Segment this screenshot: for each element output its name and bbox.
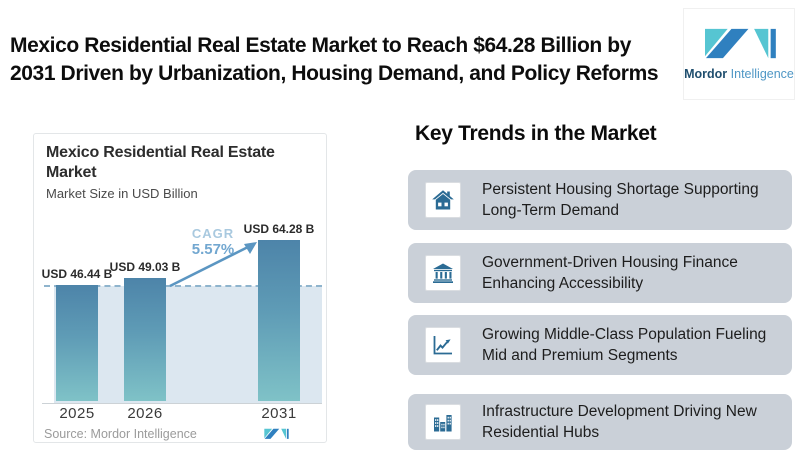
x-tick-2031: 2031 <box>261 405 297 422</box>
cagr-value: 5.57% <box>191 241 235 258</box>
page-title-line1: Mexico Residential Real Estate Market to… <box>10 34 631 57</box>
house-icon <box>425 182 461 218</box>
bank-icon <box>425 255 461 291</box>
x-tick-2025: 2025 <box>59 405 95 422</box>
trend-text: Persistent Housing Shortage Supporting L… <box>482 181 759 219</box>
trend-card-housing-shortage: Persistent Housing Shortage Supporting L… <box>408 170 792 230</box>
trends-heading: Key Trends in the Market <box>415 122 657 145</box>
cagr-annotation: CAGR 5.57% <box>192 226 235 258</box>
market-size-chart-card: Mexico Residential Real Estate Market Ma… <box>33 133 327 443</box>
bar-value-2026: USD 49.03 B <box>109 260 181 274</box>
mordor-intelligence-logo: Mordor Intelligence <box>683 8 795 100</box>
logo-brand-light: Intelligence <box>730 67 794 81</box>
x-axis-line <box>42 403 322 404</box>
logo-brand-bold: Mordor <box>684 67 728 81</box>
mordor-logo-icon <box>705 28 776 59</box>
page-title: Mexico Residential Real Estate Market to… <box>10 32 682 88</box>
buildings-icon <box>425 404 461 440</box>
trend-text: Infrastructure Development Driving New R… <box>482 403 757 441</box>
growth-chart-icon <box>425 327 461 363</box>
page-title-line2: 2031 Driven by Urbanization, Housing Dem… <box>10 62 659 85</box>
trend-text: Government-Driven Housing Finance Enhanc… <box>482 254 738 292</box>
bar-value-2025: USD 46.44 B <box>41 267 113 281</box>
chart-subtitle: Market Size in USD Billion <box>46 186 198 201</box>
bar-value-2031: USD 64.28 B <box>243 222 315 236</box>
x-tick-2026: 2026 <box>127 405 163 422</box>
cagr-label: CAGR <box>191 226 235 241</box>
bar-2026 <box>124 278 166 401</box>
chart-title: Mexico Residential Real Estate Market <box>46 144 275 181</box>
chart-header: Mexico Residential Real Estate Market Ma… <box>34 134 326 201</box>
trend-card-middle-class: Growing Middle-Class Population Fueling … <box>408 315 792 375</box>
growth-arrow-icon <box>169 242 257 288</box>
mordor-mini-logo-icon <box>264 428 289 439</box>
trend-card-housing-finance: Government-Driven Housing Finance Enhanc… <box>408 243 792 303</box>
logo-wordmark: Mordor Intelligence <box>684 67 794 81</box>
key-trends-panel: Key Trends in the Market Persistent Hous… <box>408 122 792 450</box>
dashed-reference-line <box>44 285 322 287</box>
trend-card-infrastructure: Infrastructure Development Driving New R… <box>408 394 792 450</box>
bar-2025 <box>56 285 98 401</box>
source-attribution: Source: Mordor Intelligence <box>44 427 197 441</box>
bar-2031 <box>258 240 300 401</box>
trend-text: Growing Middle-Class Population Fueling … <box>482 326 767 364</box>
